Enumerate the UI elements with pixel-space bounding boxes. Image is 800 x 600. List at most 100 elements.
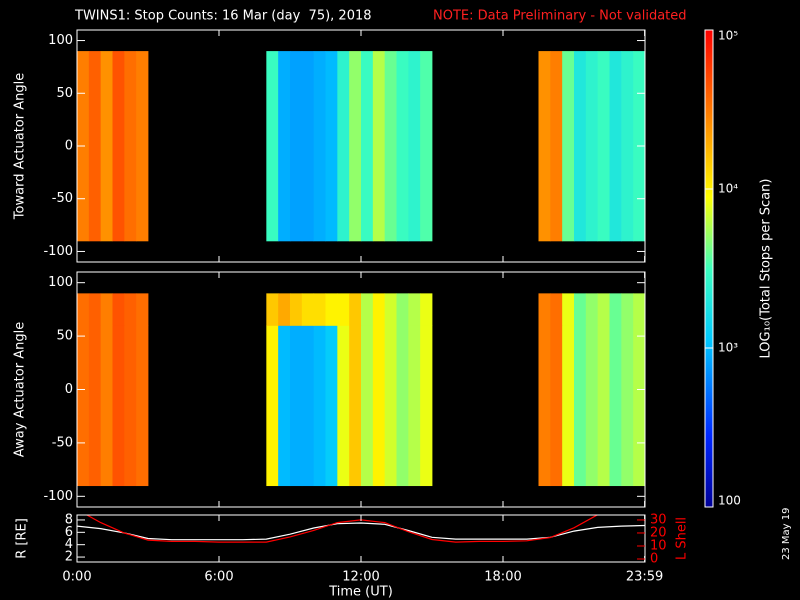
heatmap-cell: [88, 51, 102, 242]
heatmap-cell: [349, 325, 362, 487]
heatmap-cell: [337, 293, 350, 326]
y2-axis-label: L Shell: [675, 517, 690, 560]
heatmap-cell: [88, 293, 102, 326]
heatmap-cell: [621, 293, 634, 326]
x-tick-label: 0:00: [62, 570, 91, 585]
heatmap-cell: [574, 325, 587, 487]
heatmap-cell: [585, 325, 599, 487]
y-tick-label: 4: [65, 537, 73, 552]
heatmap-cell: [266, 51, 279, 242]
y-tick-label: 0: [65, 382, 73, 397]
heatmap-cell: [112, 51, 125, 242]
heatmap-cell: [313, 51, 326, 242]
heatmap-cell: [408, 325, 421, 487]
heatmap-cell: [266, 293, 279, 326]
colorbar-tick-label: 10⁵: [718, 29, 738, 43]
heatmap-cell: [290, 293, 303, 326]
heatmap-cell: [396, 325, 409, 487]
y-tick-label: 100: [48, 275, 73, 290]
heatmap-cell: [396, 293, 409, 326]
heatmap-cell: [621, 51, 634, 242]
heatmap-cell: [574, 51, 587, 242]
heatmap-cell: [100, 51, 113, 242]
y-tick-label: 100: [48, 33, 73, 48]
heatmap-cell: [290, 325, 303, 487]
heatmap-cell: [100, 325, 113, 487]
heatmap-cell: [124, 51, 137, 242]
heatmap-cell: [420, 325, 433, 487]
heatmap-cell: [633, 325, 646, 487]
x-tick-label: 18:00: [484, 570, 521, 585]
heatmap-cell: [266, 325, 279, 487]
y-axis-label: Toward Actuator Angle: [13, 73, 28, 220]
heatmap-cell: [550, 51, 563, 242]
x-tick-label: 12:00: [342, 570, 379, 585]
heatmap-cell: [349, 51, 362, 242]
heatmap-cell: [124, 293, 137, 326]
heatmap-cell: [100, 293, 113, 326]
colorbar-tick-label: 10⁴: [718, 182, 738, 196]
heatmap-cell: [538, 325, 551, 487]
heatmap-cell: [77, 325, 90, 487]
heatmap-cell: [597, 325, 610, 487]
colorbar-tick-label: 100: [718, 494, 741, 508]
heatmap-cell: [384, 51, 397, 242]
colorbar-tick-label: 10³: [718, 341, 738, 355]
heatmap-cell: [597, 293, 610, 326]
heatmap-cell: [278, 51, 291, 242]
heatmap-cell: [574, 293, 587, 326]
heatmap-cell: [361, 51, 374, 242]
heatmap-cell: [361, 325, 374, 487]
y-tick-label: 50: [56, 86, 73, 101]
y-tick-label: 6: [65, 525, 73, 540]
heatmap-cell: [562, 51, 575, 242]
heatmap-cell: [372, 293, 386, 326]
heatmap-cell: [538, 51, 551, 242]
heatmap-cell: [408, 293, 421, 326]
y-axis-label: R [RE]: [15, 518, 30, 559]
heatmap-cell: [313, 325, 326, 487]
x-axis-label: Time (UT): [328, 585, 393, 600]
heatmap-cell: [301, 51, 315, 242]
heatmap-cell: [408, 51, 421, 242]
heatmap-cell: [77, 293, 90, 326]
colorbar-label: LOG₁₀(Total Stops per Scan): [759, 179, 774, 359]
heatmap-cell: [136, 325, 149, 487]
heatmap-cell: [301, 293, 315, 326]
y-tick-label: 0: [65, 139, 73, 154]
heatmap-cell: [290, 51, 303, 242]
heatmap-cell: [585, 293, 599, 326]
y-tick-label: -100: [43, 244, 73, 259]
heatmap-cell: [621, 325, 634, 487]
heatmap-cell: [278, 293, 291, 326]
heatmap-cell: [585, 51, 599, 242]
y2-tick-label: 20: [650, 525, 667, 540]
heatmap-cell: [337, 51, 350, 242]
heatmap-cell: [384, 293, 397, 326]
heatmap-cell: [278, 325, 291, 487]
heatmap-cell: [88, 325, 102, 487]
heatmap-cell: [609, 325, 622, 487]
heatmap-cell: [550, 293, 563, 326]
colorbar: [704, 29, 714, 508]
heatmap-cell: [562, 325, 575, 487]
heatmap-cell: [136, 51, 149, 242]
y2-tick-label: 30: [650, 512, 667, 527]
heatmap-cell: [384, 325, 397, 487]
heatmap-cell: [372, 51, 386, 242]
note: NOTE: Data Preliminary - Not validated: [433, 9, 687, 24]
x-tick-label: 23:59: [626, 570, 663, 585]
heatmap-cell: [633, 293, 646, 326]
heatmap-cell: [325, 293, 338, 326]
heatmap-cell: [538, 293, 551, 326]
y-tick-label: -100: [43, 489, 73, 504]
heatmap-cell: [112, 325, 125, 487]
heatmap-cell: [349, 293, 362, 326]
heatmap-cell: [361, 293, 374, 326]
y-tick-label: 2: [65, 550, 73, 565]
heatmap-cell: [420, 293, 433, 326]
y2-tick-label: 10: [650, 538, 667, 553]
x-tick-label: 6:00: [204, 570, 233, 585]
y-tick-label: -50: [52, 191, 73, 206]
